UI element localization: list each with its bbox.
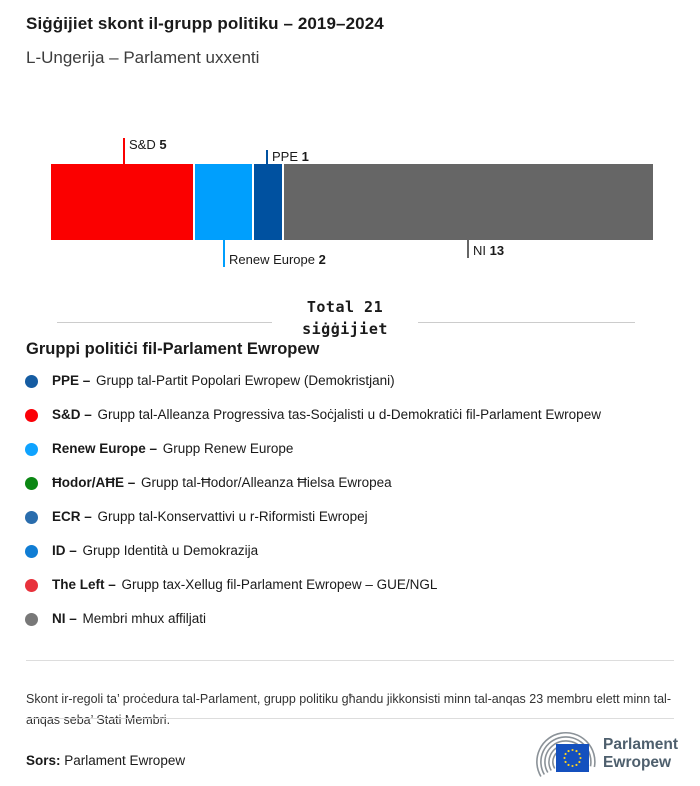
divider-line-left bbox=[57, 321, 272, 323]
legend-item-ppe: PPE – Grupp tal-Partit Popolari Ewropew … bbox=[0, 364, 700, 398]
callout-label-ni: NI 13 bbox=[473, 243, 505, 258]
source-label: Sors: bbox=[26, 753, 61, 768]
legend-color-dot bbox=[25, 612, 38, 626]
total-seats-line2: siġġijiet bbox=[302, 320, 388, 338]
source-value: Parlament Ewropew bbox=[64, 753, 186, 768]
total-seats-divider: Total 21 siġġijiet bbox=[0, 294, 700, 342]
callout-line-ni bbox=[467, 240, 469, 258]
legend-item-ecr: ECR – Grupp tal-Konservattivi u r-Riform… bbox=[0, 500, 700, 534]
seat-bar bbox=[51, 164, 653, 240]
legend-item-label: NI – Membri mhux affiljati bbox=[52, 611, 207, 626]
legend-color-dot bbox=[25, 578, 38, 592]
callout-label-renew-europe: Renew Europe 2 bbox=[229, 252, 326, 267]
legend-color-dot bbox=[25, 510, 38, 524]
footer: Sors: Parlament Ewropew Parlament Ewrope… bbox=[0, 726, 700, 782]
legend-color-dot bbox=[25, 374, 38, 388]
callout-label-s-d: S&D 5 bbox=[129, 137, 167, 152]
legend-item-s-d: S&D – Grupp tal-Alleanza Progressiva tas… bbox=[0, 398, 700, 432]
seat-distribution-chart: S&D 5 Renew Europe 2 PPE 1 NI 13 bbox=[0, 130, 700, 290]
callout-line-ppe bbox=[266, 150, 268, 164]
page-title: Siġġijiet skont il-grupp politiku – 2019… bbox=[26, 14, 384, 33]
legend-list: PPE – Grupp tal-Partit Popolari Ewropew … bbox=[0, 364, 700, 636]
legend-color-dot bbox=[25, 408, 38, 422]
legend-item-label: Ħodor/AĦE – Grupp tal-Ħodor/Alleanza Ħie… bbox=[52, 475, 392, 490]
legend-item-label: Renew Europe – Grupp Renew Europe bbox=[52, 441, 294, 456]
logo-line1: Parlament bbox=[603, 736, 678, 753]
callout-label-ppe: PPE 1 bbox=[272, 149, 309, 164]
footnote-text: Skont ir-regoli ta’ proċedura tal-Parlam… bbox=[26, 691, 671, 727]
footnote-rule-top bbox=[26, 660, 674, 661]
source-line: Sors: Parlament Ewropew bbox=[26, 753, 185, 768]
divider-line-right bbox=[418, 321, 635, 323]
legend-item-the-left: The Left – Grupp tax-Xellug fil-Parlamen… bbox=[0, 568, 700, 602]
legend-item-label: ID – Grupp Identità u Demokrazija bbox=[52, 543, 259, 558]
legend-item-odor-a-e: Ħodor/AĦE – Grupp tal-Ħodor/Alleanza Ħie… bbox=[0, 466, 700, 500]
european-parliament-logo: Parlament Ewropew bbox=[521, 728, 678, 780]
legend-heading: Gruppi politiċi fil-Parlament Ewropew bbox=[26, 340, 320, 358]
total-seats-label: Total 21 siġġijiet bbox=[272, 296, 418, 340]
callout-line-s-d bbox=[123, 138, 125, 164]
bar-segment-renew-europe bbox=[194, 164, 252, 240]
legend-item-label: S&D – Grupp tal-Alleanza Progressiva tas… bbox=[52, 407, 601, 422]
logo-wordmark: Parlament Ewropew bbox=[603, 736, 678, 772]
bar-segment-ni bbox=[284, 164, 653, 240]
legend-color-dot bbox=[25, 544, 38, 558]
hemicycle-eu-flag-icon bbox=[536, 732, 596, 777]
bar-segment-ppe bbox=[253, 164, 283, 240]
legend-item-id: ID – Grupp Identità u Demokrazija bbox=[0, 534, 700, 568]
page-subtitle: L-Ungerija – Parlament uxxenti bbox=[26, 48, 260, 67]
legend-item-label: ECR – Grupp tal-Konservattivi u r-Riform… bbox=[52, 509, 368, 524]
legend-color-dot bbox=[25, 442, 38, 456]
legend-item-label: The Left – Grupp tax-Xellug fil-Parlamen… bbox=[52, 577, 438, 592]
callout-line-renew-europe bbox=[223, 240, 225, 267]
legend-item-renew-europe: Renew Europe – Grupp Renew Europe bbox=[0, 432, 700, 466]
total-seats-line1: Total 21 bbox=[306, 298, 384, 316]
legend-color-dot bbox=[25, 476, 38, 490]
footnote-rule-bottom bbox=[26, 718, 674, 719]
legend-item-label: PPE – Grupp tal-Partit Popolari Ewropew … bbox=[52, 373, 395, 388]
bar-segment-s-d bbox=[51, 164, 193, 240]
legend-item-ni: NI – Membri mhux affiljati bbox=[0, 602, 700, 636]
logo-line2: Ewropew bbox=[603, 754, 672, 771]
